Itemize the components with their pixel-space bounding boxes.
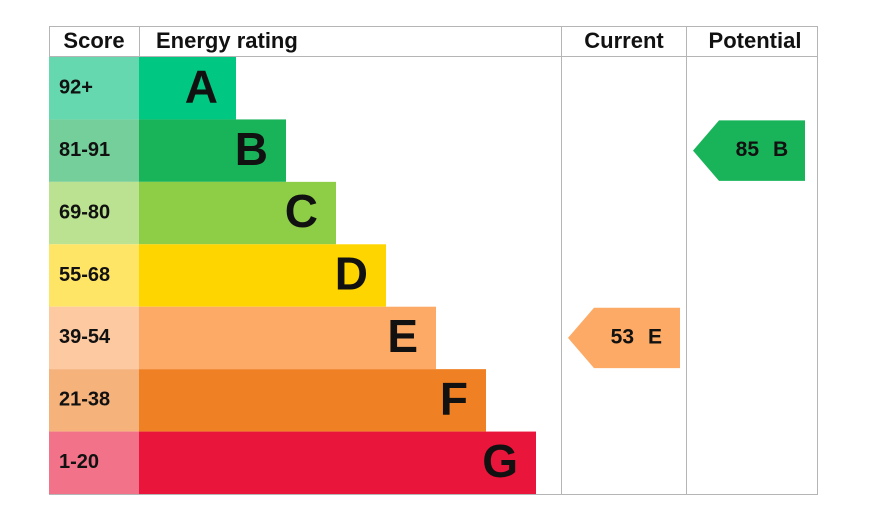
rating-bar — [139, 119, 286, 182]
rating-letter: B — [235, 123, 268, 175]
score-label: 39-54 — [59, 326, 111, 348]
potential-value: 85 — [736, 138, 760, 161]
header-rating: Energy rating — [156, 28, 298, 53]
score-cell — [49, 431, 139, 494]
rating-letter: C — [285, 185, 318, 237]
score-label: 21-38 — [59, 389, 110, 411]
score-cell — [49, 119, 139, 182]
score-cell — [49, 181, 139, 245]
rating-letter: D — [335, 248, 368, 300]
rating-bar — [139, 369, 486, 432]
score-cell — [49, 369, 139, 432]
rating-bar — [139, 181, 336, 245]
potential-arrow — [693, 120, 805, 181]
rating-bar — [139, 306, 436, 370]
rating-letter: G — [482, 435, 518, 487]
score-cell — [49, 306, 139, 370]
header-potential: Potential — [709, 28, 802, 53]
rating-letter: A — [185, 60, 218, 112]
rating-letter: E — [387, 310, 418, 362]
score-label: 55-68 — [59, 264, 110, 286]
rating-bar — [139, 431, 536, 494]
score-cell — [49, 57, 139, 120]
header-current: Current — [584, 28, 664, 53]
current-value: 53 — [611, 325, 634, 348]
rating-letter: F — [440, 373, 468, 425]
header-score: Score — [63, 28, 124, 53]
score-cell — [49, 244, 139, 307]
score-label: 1-20 — [59, 451, 99, 473]
score-label: 69-80 — [59, 201, 110, 223]
score-label: 81-91 — [59, 139, 110, 161]
rating-bar — [139, 57, 236, 120]
potential-rating: B — [773, 138, 788, 161]
current-rating: E — [648, 325, 662, 348]
current-arrow — [568, 307, 680, 369]
rating-bar — [139, 244, 386, 307]
score-label: 92+ — [59, 76, 93, 98]
